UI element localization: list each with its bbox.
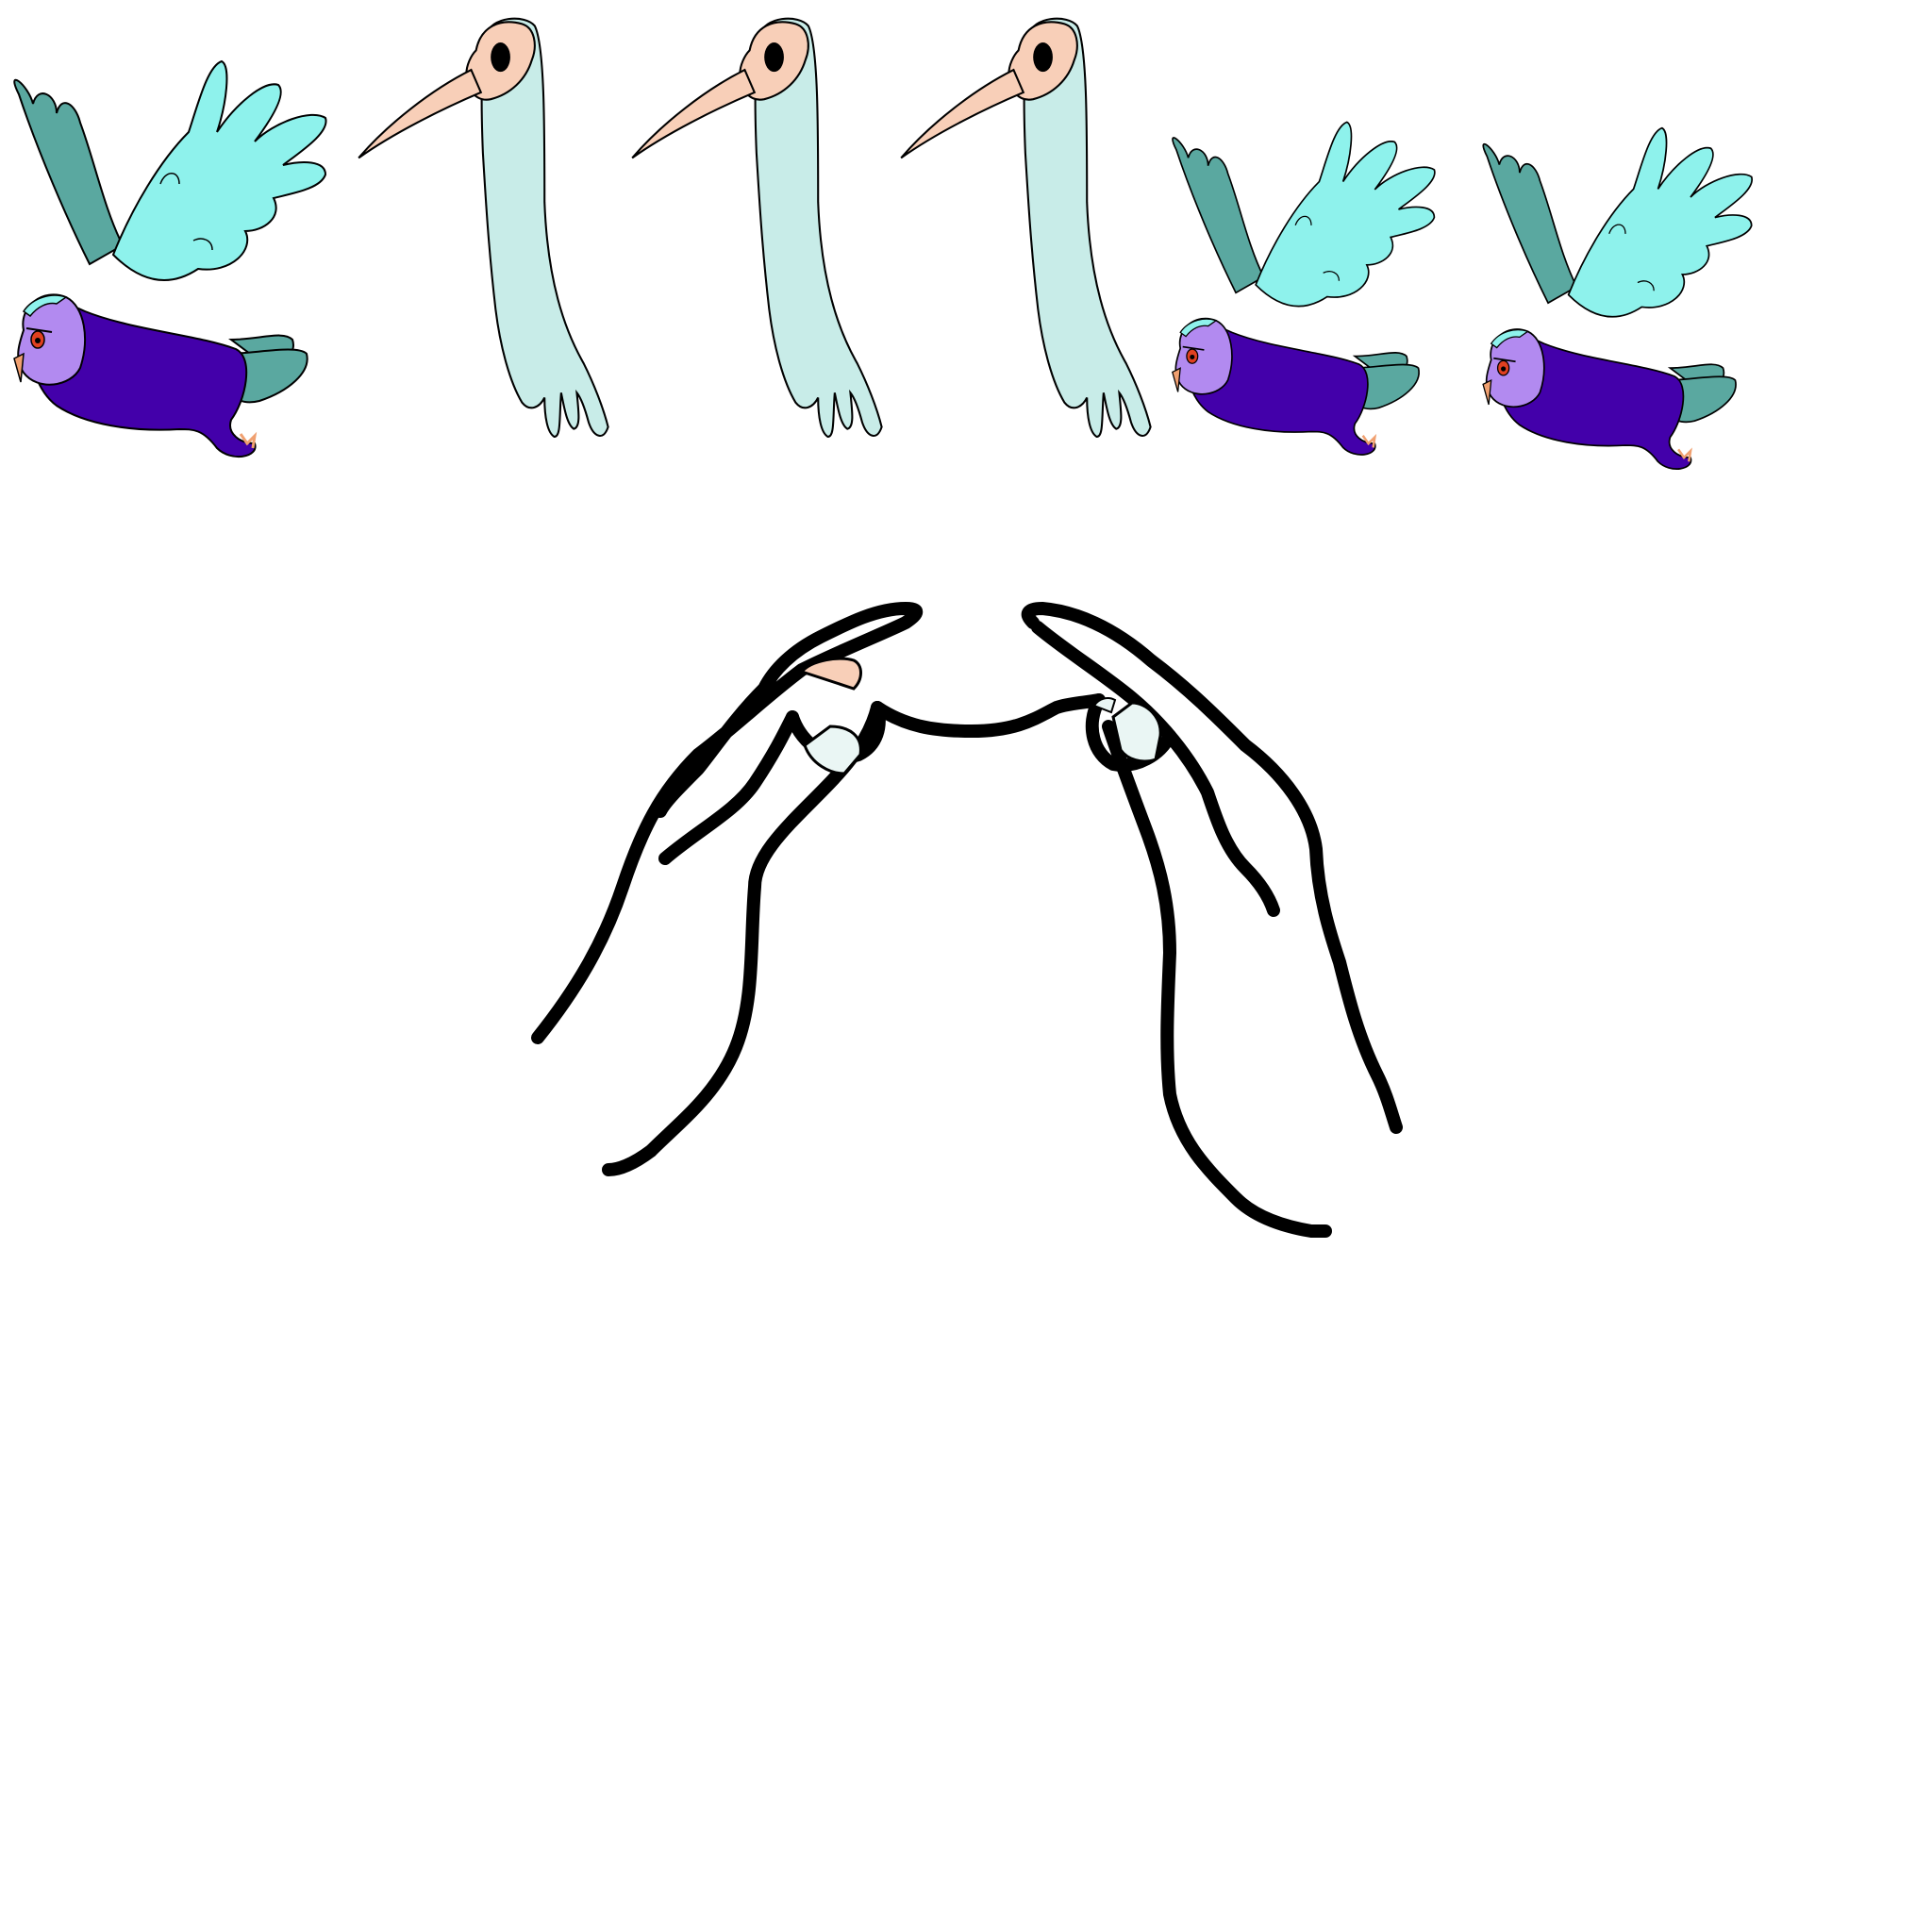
hands-holding-string-icon[interactable]	[509, 594, 1415, 1274]
ghost-bird-icon	[896, 5, 1160, 448]
flying-owl-icon	[0, 28, 358, 462]
flying-owl-icon	[1470, 126, 1781, 471]
flying-owl-icon	[1160, 94, 1462, 459]
ghost-bird-icon	[627, 5, 891, 448]
ghost-bird-icon	[354, 5, 618, 448]
